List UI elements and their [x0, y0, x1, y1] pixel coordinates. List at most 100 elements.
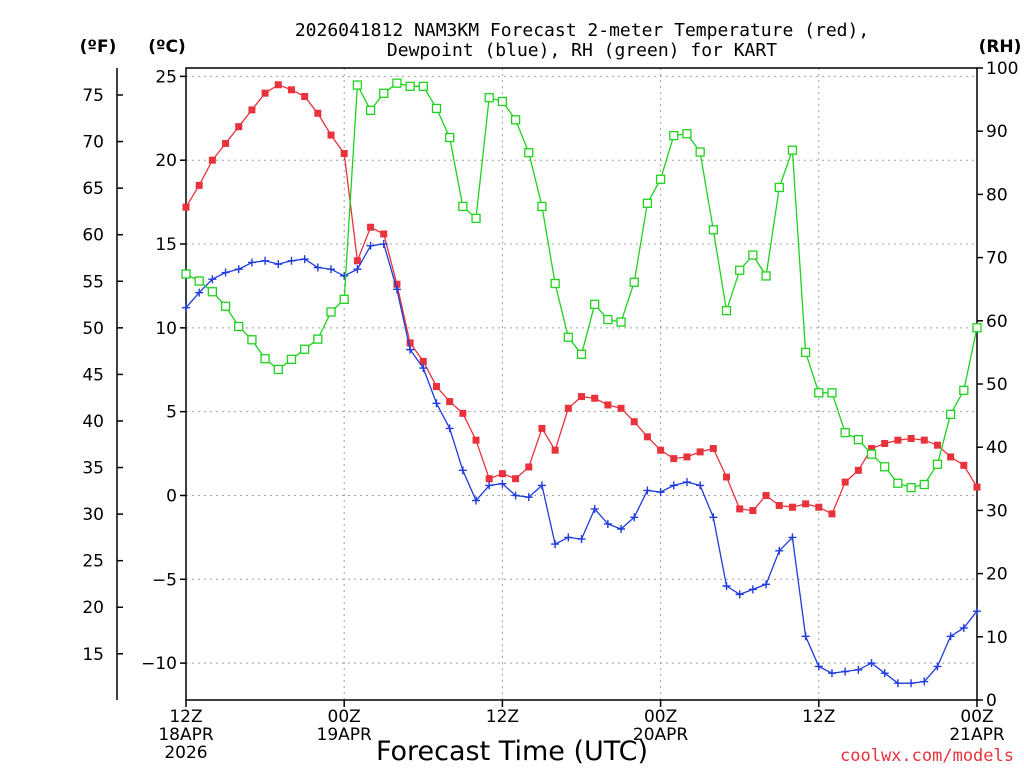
rh-point — [682, 129, 692, 139]
rh-point — [866, 449, 877, 459]
rh-point — [286, 354, 297, 365]
title-line-1: 2026041812 NAM3KM Forecast 2-meter Tempe… — [295, 20, 869, 41]
dewpoint-point — [709, 513, 718, 522]
dewpoint-point — [867, 659, 876, 668]
time-tick-label: 00Z — [960, 707, 993, 727]
fahrenheit-tick-label: 15 — [82, 645, 104, 665]
time-tick-label: 2026 — [164, 743, 207, 763]
2-meter-temperature-point — [736, 505, 744, 513]
rh-series — [181, 78, 982, 493]
rh-point — [379, 88, 389, 98]
rh-point — [629, 277, 639, 287]
dewpoint-point — [195, 288, 204, 297]
2-meter-temperature-point — [287, 86, 295, 94]
time-tick-label: 00Z — [328, 707, 361, 727]
dewpoint-line — [185, 243, 978, 684]
2-meter-temperature-point — [617, 404, 625, 412]
2-meter-temperature-point — [538, 424, 546, 432]
rh-point — [326, 307, 336, 317]
dewpoint-point — [313, 263, 322, 272]
dewpoint-series — [182, 240, 981, 688]
dewpoint-point — [353, 265, 362, 274]
time-tick-label: 12Z — [169, 707, 202, 727]
rh-point — [273, 364, 283, 375]
rh-point — [735, 265, 745, 275]
time-tick-label: 12Z — [486, 707, 519, 727]
dewpoint-point — [656, 488, 665, 497]
2-meter-temperature-point — [235, 123, 243, 131]
2-meter-temperature-point — [380, 230, 388, 238]
dewpoint-point — [762, 580, 771, 589]
rh-point — [247, 335, 257, 345]
rh-tick-label: 90 — [986, 122, 1008, 142]
2-meter-temperature-point — [182, 203, 190, 211]
rh-point — [603, 314, 613, 325]
fahrenheit-tick-label: 45 — [82, 365, 104, 385]
celsius-tick-label: 25 — [155, 67, 177, 87]
dewpoint-point — [920, 677, 929, 686]
2-meter-temperature-point — [723, 473, 731, 481]
2-meter-temperature-point — [406, 339, 414, 347]
dewpoint-point — [247, 258, 256, 267]
rh-point — [893, 478, 903, 488]
dewpoint-point — [814, 662, 823, 671]
dewpoint-point — [445, 424, 454, 433]
2-meter-temperature-point — [353, 257, 361, 265]
dewpoint-point — [603, 519, 612, 528]
time-tick-label: 19APR — [317, 725, 373, 745]
celsius-unit-label: (ºC) — [148, 37, 186, 57]
rh-tick-label: 70 — [986, 249, 1008, 269]
dewpoint-point — [643, 486, 652, 495]
2-meter-temperature-point — [578, 393, 585, 401]
2-meter-temperature-point — [419, 357, 427, 365]
rh-point — [445, 132, 455, 143]
rh-point — [339, 294, 349, 304]
fahrenheit-axis: 75 70 65 60 55 50 45 40 35 30 25 20 15 — [82, 86, 123, 665]
2-meter-temperature-point — [512, 475, 520, 483]
dewpoint-point — [564, 533, 573, 542]
2-meter-temperature-point — [432, 383, 440, 391]
fahrenheit-tick-label: 70 — [82, 133, 104, 153]
dewpoint-point — [748, 585, 757, 594]
rh-tick-label: 80 — [986, 185, 1008, 205]
rh-point — [405, 81, 415, 91]
2-meter-temperature-line — [185, 84, 978, 515]
rh-point — [814, 388, 824, 398]
rh-point — [748, 250, 758, 260]
data-series — [181, 78, 982, 688]
rh-point — [458, 201, 468, 212]
rh-point — [194, 276, 204, 286]
rh-point — [919, 479, 929, 490]
rh-point — [787, 145, 798, 155]
2-meter-temperature-point — [881, 440, 889, 448]
dewpoint-point — [590, 504, 599, 513]
dewpoint-point — [893, 679, 902, 688]
dewpoint-point — [841, 667, 850, 676]
celsius-tick-label: 20 — [155, 151, 177, 171]
title-line-2: Dewpoint (blue), RH (green) for KART — [387, 40, 777, 61]
fahrenheit-tick-label: 60 — [82, 226, 104, 246]
2-meter-temperature-point — [643, 433, 651, 441]
rh-point — [616, 317, 626, 327]
rh-point — [774, 182, 784, 193]
2-meter-temperature-point — [762, 491, 770, 499]
rh-tick-label: 20 — [986, 565, 1008, 585]
dewpoint-point — [498, 479, 507, 488]
rh-point — [655, 174, 666, 184]
2-meter-temperature-point — [841, 478, 849, 486]
dewpoint-point — [696, 481, 705, 490]
fahrenheit-tick-label: 20 — [82, 598, 104, 618]
dewpoint-point — [300, 255, 309, 264]
rh-point — [365, 105, 376, 115]
rh-point — [431, 103, 442, 114]
credit-text: coolwx.com/models — [840, 746, 1014, 766]
2-meter-temperature-point — [525, 463, 533, 471]
fahrenheit-tick-label: 25 — [82, 552, 104, 572]
dewpoint-point — [208, 275, 217, 284]
2-meter-temperature-point — [696, 448, 704, 456]
rh-point — [313, 334, 323, 344]
dewpoint-point — [221, 268, 230, 277]
dewpoint-point — [234, 265, 243, 274]
dewpoint-point — [788, 533, 797, 542]
2-meter-temperature-point — [472, 436, 480, 444]
